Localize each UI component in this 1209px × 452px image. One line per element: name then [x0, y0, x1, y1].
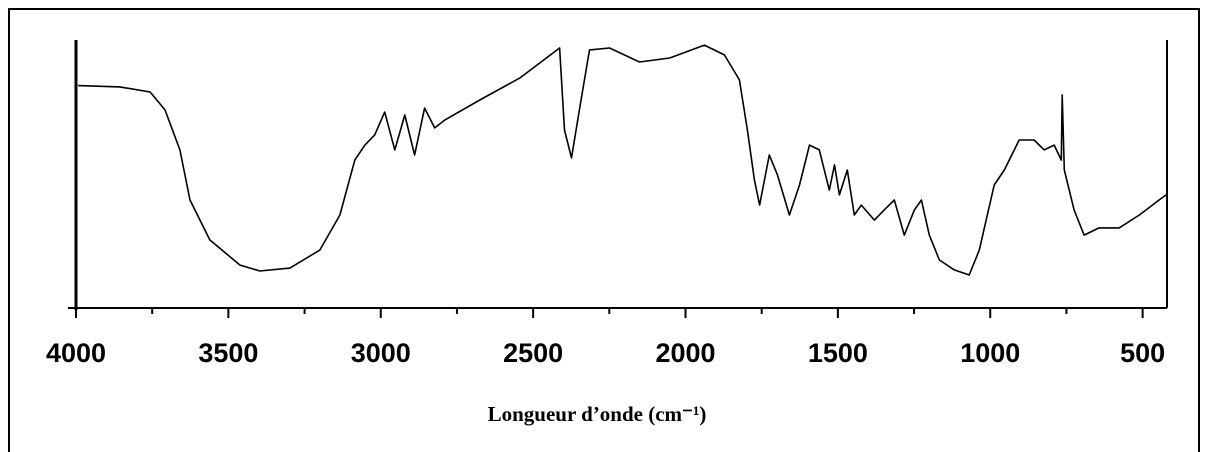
frame [8, 8, 1200, 452]
x-tick-label: 4000 [46, 338, 106, 368]
x-tick-label: 3500 [198, 338, 258, 368]
x-axis-label: Longueur d’onde (cm⁻¹) [488, 402, 707, 426]
x-tick-label: 500 [1120, 338, 1165, 368]
x-tick-label: 2500 [503, 338, 563, 368]
x-tick-label: 2000 [655, 338, 715, 368]
x-tick-label: 1500 [808, 338, 868, 368]
x-tick-label: 1000 [960, 338, 1020, 368]
spectrum-line [78, 44, 1167, 276]
x-tick-label: 3000 [351, 338, 411, 368]
